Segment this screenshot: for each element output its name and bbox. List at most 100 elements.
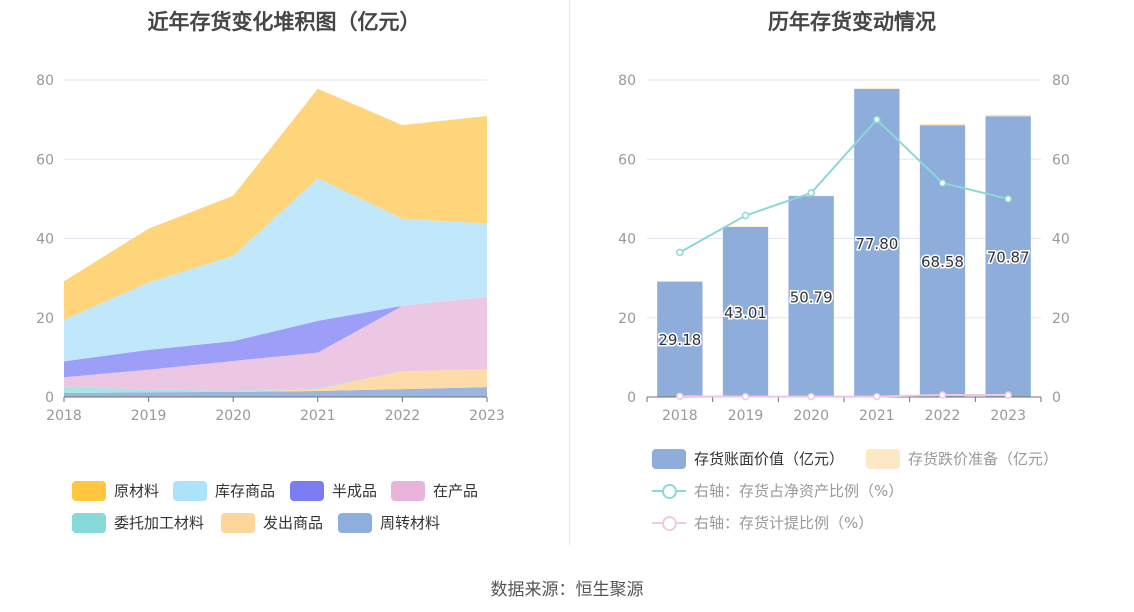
- legend-swatch: [652, 448, 686, 469]
- legend-item[interactable]: 右轴：存货计提比例（%）: [652, 512, 873, 533]
- y-tick-label: 0: [45, 390, 54, 406]
- legend-swatch: [391, 480, 425, 501]
- x-tick-label: 2020: [793, 408, 829, 424]
- bar-value-label: 50.79: [790, 288, 833, 306]
- bar-book-value: [985, 116, 1031, 398]
- legend-swatch: [338, 512, 372, 533]
- legend-item[interactable]: 库存商品: [173, 480, 275, 501]
- legend-label: 委托加工材料: [114, 514, 205, 532]
- legend-item[interactable]: 发出商品: [221, 512, 323, 533]
- data-source-label: 数据来源：恒生聚源: [490, 580, 644, 600]
- y2-tick-label: 0: [1052, 390, 1061, 406]
- legend-label: 在产品: [433, 482, 479, 500]
- y-tick-label: 60: [618, 152, 636, 168]
- y2-tick-label: 20: [1052, 311, 1070, 327]
- line-point: [676, 392, 684, 400]
- x-tick-label: 2021: [300, 408, 336, 424]
- line-point: [807, 189, 815, 197]
- legend-item[interactable]: 在产品: [391, 480, 478, 501]
- legend-swatch: [221, 512, 255, 533]
- line-point: [741, 211, 750, 220]
- legend-label: 半成品: [332, 482, 378, 500]
- line-point: [873, 115, 881, 124]
- line-point: [807, 392, 815, 401]
- legend-item[interactable]: 周转材料: [338, 512, 440, 533]
- legend-line-circle: [662, 515, 677, 531]
- y2-tick-label: 60: [1052, 152, 1070, 168]
- legend-item[interactable]: 半成品: [290, 480, 377, 501]
- legend-item[interactable]: 委托加工材料: [72, 512, 204, 533]
- left-chart-title: 近年存货变化堆积图（亿元）: [147, 10, 421, 34]
- line-series: [679, 118, 1009, 254]
- y2-tick-label: 80: [1052, 73, 1070, 89]
- y-tick-label: 20: [36, 311, 54, 327]
- bar-value-label: 70.87: [987, 249, 1030, 267]
- bar-book-value: [854, 88, 900, 397]
- area-series: [64, 369, 487, 394]
- line-point: [1004, 391, 1012, 399]
- y-tick-label: 40: [36, 232, 54, 248]
- x-tick-label: 2022: [925, 408, 961, 424]
- x-tick-label: 2023: [469, 408, 505, 424]
- legend-item[interactable]: 存货跌价准备（亿元）: [866, 448, 1058, 469]
- legend-label: 库存商品: [215, 482, 276, 500]
- legend-label: 原材料: [114, 482, 160, 500]
- legend-line-marker: [652, 513, 686, 533]
- line-point: [938, 391, 947, 399]
- x-tick-label: 2018: [46, 408, 82, 424]
- legend-label: 发出商品: [263, 514, 324, 532]
- x-tick-label: 2023: [990, 408, 1026, 424]
- y-tick-label: 40: [618, 232, 636, 248]
- area-series: [64, 296, 487, 391]
- line-point: [938, 179, 947, 187]
- y-tick-label: 20: [618, 311, 636, 327]
- area-series: [64, 369, 487, 394]
- bar-book-value: [657, 281, 703, 397]
- legend-item[interactable]: 右轴：存货占净资产比例（%）: [652, 480, 903, 501]
- right-chart-title: 历年存货变动情况: [768, 10, 936, 34]
- bar-impairment: [657, 281, 703, 282]
- stacked-area-chart: 0 20 40 60 80 2018 2019 2020 2021 2022 2023: [36, 73, 505, 424]
- legend-label: 周转材料: [380, 514, 441, 532]
- y-tick-label: 80: [36, 73, 54, 89]
- line-point: [873, 392, 881, 401]
- area-series: [64, 296, 487, 378]
- bar-value-label: 77.80: [855, 235, 898, 253]
- bar-impairment: [919, 123, 966, 126]
- bar-impairment: [854, 88, 900, 89]
- x-tick-label: 2018: [662, 408, 698, 424]
- legend-item[interactable]: 原材料: [72, 480, 159, 501]
- right-chart-panel: 历年存货变动情况 0 20 40 60 80 0 20 40 60 80 29.18 43.01 50.…: [570, 0, 1134, 545]
- bar-impairment: [985, 114, 1031, 117]
- area-series: [64, 88, 487, 320]
- bar-impairment: [722, 226, 769, 227]
- y2-tick-label: 40: [1052, 232, 1070, 248]
- bar-value-label: 43.01: [724, 304, 767, 322]
- legend-label: 存货账面价值（亿元）: [694, 450, 845, 468]
- bar-book-value: [788, 195, 834, 397]
- line-series: [679, 394, 1009, 398]
- legend-swatch: [72, 480, 106, 501]
- bar-value-label: 29.18: [658, 331, 701, 349]
- area-series: [64, 387, 487, 397]
- legend-line-marker: [652, 481, 686, 501]
- legend-line-circle: [662, 483, 677, 499]
- legend-label: 存货跌价准备（亿元）: [908, 450, 1059, 468]
- legend-swatch: [72, 512, 106, 533]
- bar-line-chart: 0 20 40 60 80 0 20 40 60 80 29.18 43.01 50.79 77.80 68…: [618, 73, 1070, 424]
- y-tick-label: 80: [618, 73, 636, 89]
- bar-book-value: [722, 226, 769, 397]
- legend-swatch: [173, 480, 207, 501]
- x-tick-label: 2022: [385, 408, 421, 424]
- bar-book-value: [919, 125, 966, 398]
- x-tick-label: 2020: [215, 408, 251, 424]
- x-tick-label: 2021: [859, 408, 895, 424]
- line-point: [1004, 195, 1012, 203]
- bar-value-label: 68.58: [921, 253, 964, 271]
- line-point: [741, 392, 750, 401]
- area-series: [64, 178, 487, 362]
- legend-item[interactable]: 存货账面价值（亿元）: [652, 448, 844, 469]
- x-tick-label: 2019: [131, 408, 167, 424]
- left-chart-panel: 近年存货变化堆积图（亿元） 0 20 40 60 80 2018 2019 2020 2021 2…: [0, 0, 568, 545]
- legend-label: 右轴：存货占净资产比例（%）: [694, 482, 904, 500]
